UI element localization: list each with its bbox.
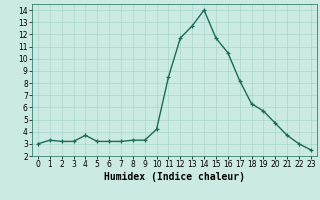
X-axis label: Humidex (Indice chaleur): Humidex (Indice chaleur) [104,172,245,182]
